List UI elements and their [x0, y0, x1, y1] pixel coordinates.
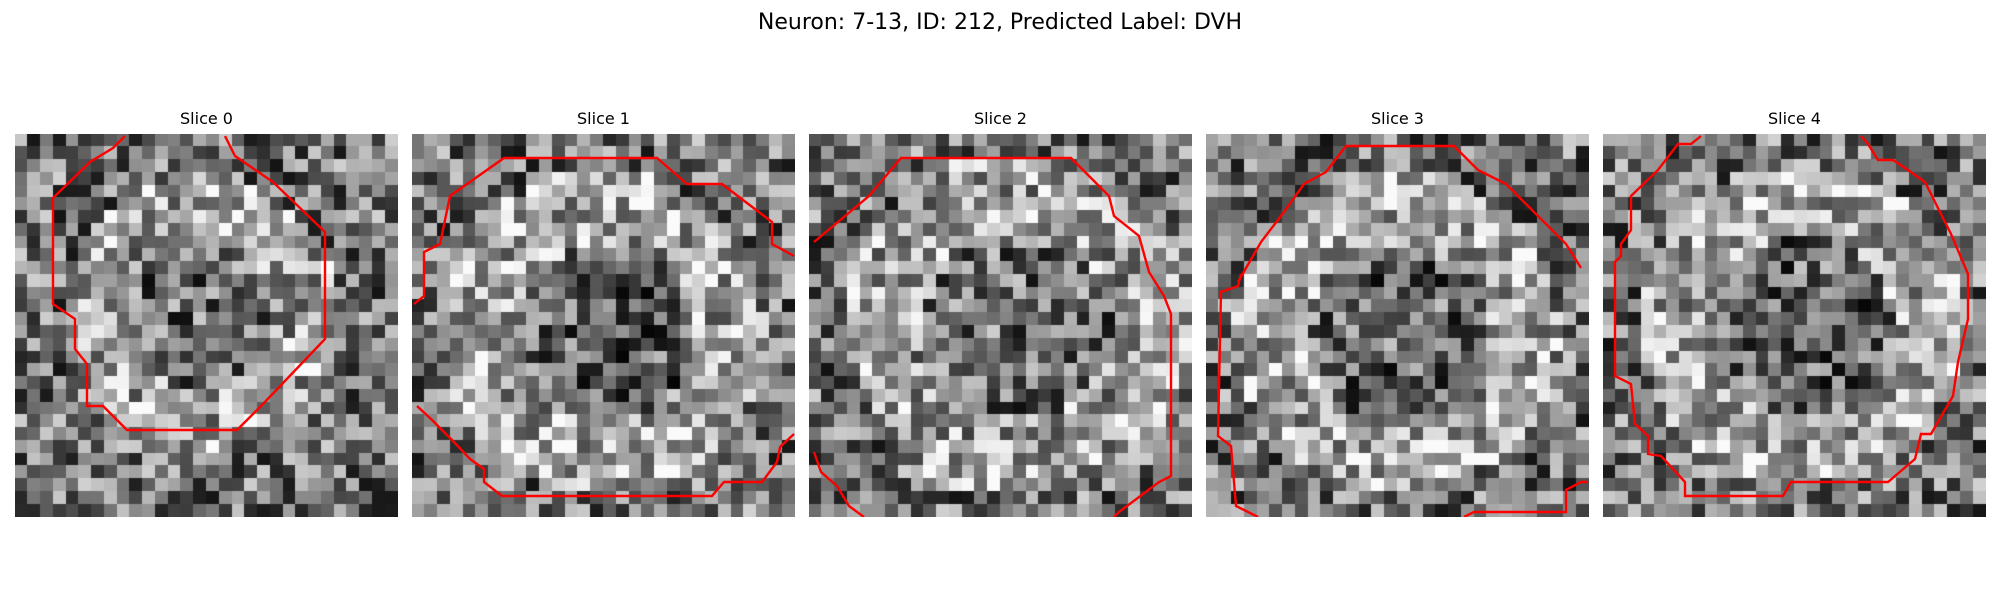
- slice-title-4: Slice 4: [1768, 109, 1821, 128]
- slice-title-3: Slice 3: [1371, 109, 1424, 128]
- slice-image-1: [412, 134, 795, 517]
- figure-title: Neuron: 7-13, ID: 212, Predicted Label: …: [757, 10, 1243, 35]
- slice-image-3: [1206, 134, 1589, 517]
- slice-image-0: [15, 134, 398, 517]
- slice-title-0: Slice 0: [180, 109, 233, 128]
- slice-title-1: Slice 1: [577, 109, 630, 128]
- slice-image-4: [1603, 134, 1986, 517]
- slice-title-2: Slice 2: [974, 109, 1027, 128]
- slice-image-2: [809, 134, 1192, 517]
